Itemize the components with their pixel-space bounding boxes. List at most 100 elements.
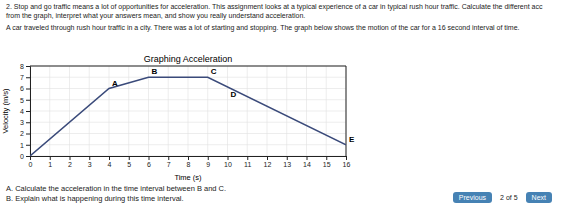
tick-label: 14 bbox=[303, 161, 311, 168]
y-axis: 0 1 2 3 4 5 6 7 8 bbox=[20, 63, 30, 160]
tick-mark bbox=[228, 156, 229, 160]
page-label: 2 of 5 bbox=[500, 194, 518, 201]
annotations: A B C D E bbox=[112, 67, 355, 144]
chart-container: 012345678910111213141516012345678ABCDEGr… bbox=[0, 52, 360, 186]
tick-label: 4 bbox=[20, 108, 24, 115]
tick-label: 13 bbox=[283, 161, 291, 168]
tick-mark bbox=[26, 77, 30, 78]
x-tick: 6 bbox=[147, 156, 151, 168]
tick-mark bbox=[307, 156, 308, 160]
tick-mark bbox=[109, 156, 110, 160]
tick-label: 3 bbox=[88, 161, 92, 168]
tick-mark bbox=[70, 156, 71, 160]
x-tick: 4 bbox=[108, 156, 112, 168]
x-axis-title: Time (s) bbox=[174, 173, 202, 182]
grid-line bbox=[30, 88, 346, 89]
y-tick: 4 bbox=[20, 108, 30, 115]
tick-mark bbox=[26, 145, 30, 146]
grid-line bbox=[346, 66, 347, 156]
tick-mark bbox=[267, 156, 268, 160]
grid-line bbox=[30, 144, 346, 145]
frame-line bbox=[30, 66, 346, 67]
tick-label: 10 bbox=[224, 161, 232, 168]
tick-label: 9 bbox=[206, 161, 210, 168]
tick-mark bbox=[26, 89, 30, 90]
y-tick: 6 bbox=[20, 85, 30, 92]
tick-mark bbox=[168, 156, 169, 160]
questions: A. Calculate the acceleration in the tim… bbox=[6, 184, 386, 204]
plot-area: 012345678910111213141516012345678ABCDE bbox=[20, 63, 355, 168]
tick-label: 2 bbox=[20, 130, 24, 137]
x-tick: 13 bbox=[283, 156, 291, 168]
paragraph: 2. Stop and go traffic means a lot of op… bbox=[6, 3, 556, 12]
x-axis-line bbox=[31, 157, 347, 161]
point-label: D bbox=[231, 90, 237, 99]
previous-button[interactable]: Previous bbox=[453, 192, 492, 203]
tick-mark bbox=[188, 156, 189, 160]
tick-mark bbox=[26, 111, 30, 112]
tick-label: 11 bbox=[244, 161, 251, 168]
tick-mark bbox=[346, 156, 347, 160]
y-tick: 8 bbox=[20, 63, 30, 70]
x-axis: 012345678910111213141516 bbox=[29, 156, 351, 168]
tick-mark bbox=[26, 156, 30, 157]
tick-label: 4 bbox=[108, 161, 112, 168]
tick-mark bbox=[26, 134, 30, 135]
point-label: E bbox=[349, 135, 355, 144]
point-label: A bbox=[112, 79, 118, 88]
x-tick: 7 bbox=[167, 156, 171, 168]
tick-label: 3 bbox=[20, 119, 24, 126]
x-tick: 12 bbox=[264, 156, 272, 168]
tick-mark bbox=[129, 156, 130, 160]
y-tick: 0 bbox=[20, 153, 30, 160]
tick-label: 12 bbox=[264, 161, 272, 168]
tick-mark bbox=[26, 122, 30, 123]
navigation: Previous 2 of 5 Next bbox=[453, 192, 552, 203]
tick-label: 16 bbox=[343, 161, 351, 168]
question: B. Explain what is happening during this… bbox=[6, 194, 386, 204]
y-tick: 3 bbox=[20, 119, 30, 126]
point-label: C bbox=[211, 67, 217, 76]
next-button[interactable]: Next bbox=[526, 192, 552, 203]
y-tick: 7 bbox=[20, 74, 30, 81]
x-tick: 8 bbox=[187, 156, 191, 168]
x-tick: 1 bbox=[48, 156, 52, 168]
grid-line bbox=[30, 66, 346, 67]
y-tick: 5 bbox=[20, 96, 30, 103]
tick-mark bbox=[26, 66, 30, 67]
chart-title: Graphing Acceleration bbox=[144, 54, 233, 64]
x-tick: 15 bbox=[323, 156, 331, 168]
line bbox=[30, 77, 346, 156]
tick-mark bbox=[50, 156, 51, 160]
y-tick: 2 bbox=[20, 130, 30, 137]
tick-label: 15 bbox=[323, 161, 331, 168]
x-tick: 0 bbox=[29, 156, 33, 168]
tick-mark bbox=[26, 100, 30, 101]
point-label: B bbox=[152, 67, 158, 76]
chart: 012345678910111213141516012345678ABCDEGr… bbox=[0, 52, 360, 182]
tick-mark bbox=[247, 156, 248, 160]
x-tick: 11 bbox=[244, 156, 251, 168]
tick-label: 1 bbox=[48, 161, 52, 168]
grid-line bbox=[30, 99, 346, 100]
frame-line bbox=[346, 66, 347, 156]
tick-label: 1 bbox=[20, 141, 24, 148]
tick-mark bbox=[326, 156, 327, 160]
intro-text: 2. Stop and go traffic means a lot of op… bbox=[6, 3, 556, 33]
tick-mark bbox=[287, 156, 288, 160]
tick-label: 8 bbox=[187, 161, 191, 168]
tick-label: 0 bbox=[29, 161, 33, 168]
x-tick: 10 bbox=[224, 156, 232, 168]
tick-label: 2 bbox=[68, 161, 72, 168]
grid-line bbox=[30, 133, 346, 134]
tick-label: 6 bbox=[147, 161, 151, 168]
tick-label: 6 bbox=[20, 85, 24, 92]
series-group bbox=[30, 77, 346, 156]
paragraph: A car traveled through rush hour traffic… bbox=[6, 24, 556, 33]
tick-label: 8 bbox=[20, 63, 24, 70]
y-axis-line bbox=[26, 67, 31, 157]
x-tick: 2 bbox=[68, 156, 72, 168]
tick-label: 5 bbox=[20, 96, 24, 103]
grid-line bbox=[30, 111, 346, 112]
y-axis-title: Velocity (m/s) bbox=[1, 88, 10, 134]
